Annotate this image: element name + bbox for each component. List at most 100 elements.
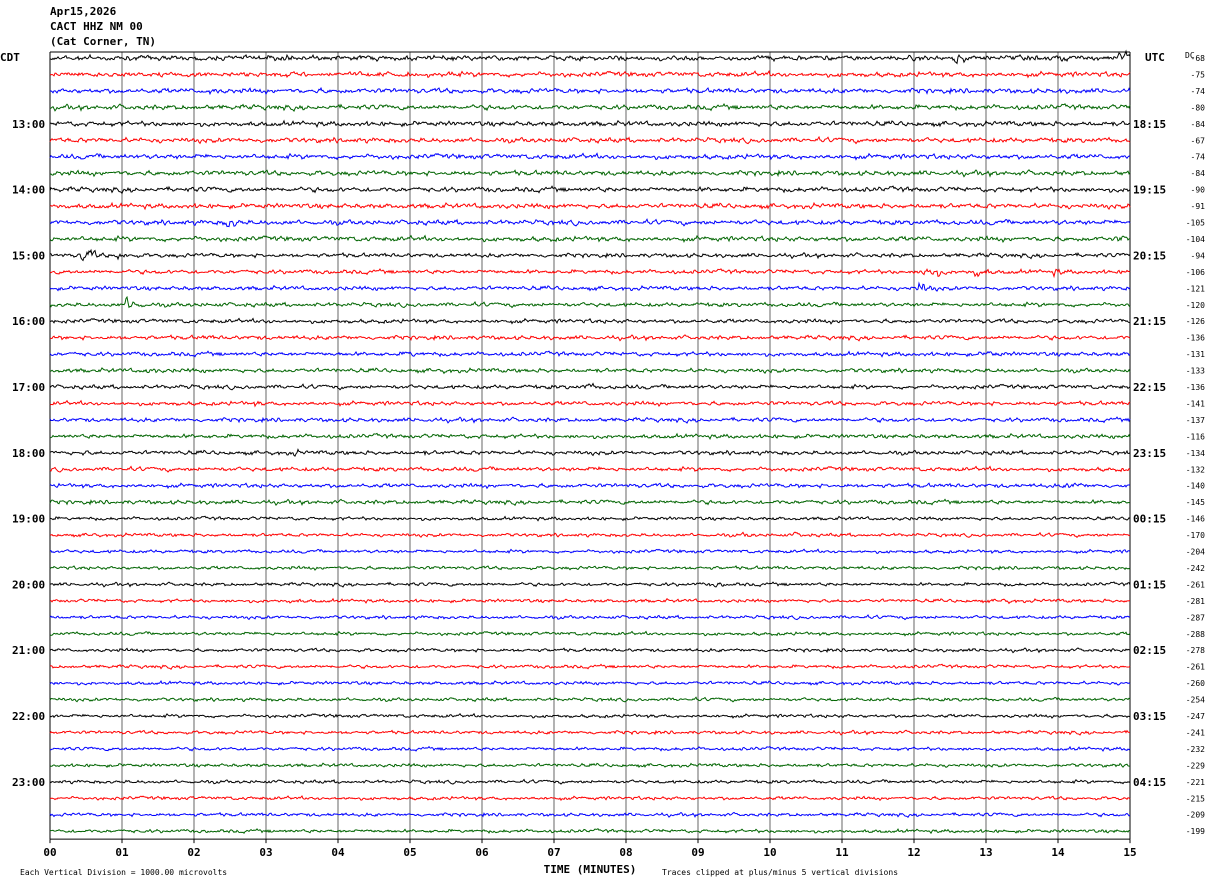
utc-time-label: 00:15 <box>1133 513 1166 526</box>
dc-offset-label: -209 <box>1186 811 1205 820</box>
x-tick-label: 12 <box>907 846 920 859</box>
cdt-time-label: 13:00 <box>12 118 45 131</box>
utc-time-label: 01:15 <box>1133 578 1166 591</box>
cdt-time-label: 18:00 <box>12 447 45 460</box>
trace-row-3 <box>49 103 1131 112</box>
dc-offset-label: -136 <box>1186 383 1205 392</box>
x-tick-label: 14 <box>1051 846 1065 859</box>
trace-row-15 <box>49 295 1131 309</box>
dc-offset-label: -126 <box>1186 317 1205 326</box>
trace-row-31 <box>49 565 1131 571</box>
trace-row-26 <box>49 482 1131 490</box>
dc-offset-label: -84 <box>1191 120 1206 129</box>
dc-offset-label: -68 <box>1191 54 1206 63</box>
utc-time-label: 22:15 <box>1133 381 1166 394</box>
dc-offset-label: -131 <box>1186 350 1205 359</box>
dc-offset-label: -229 <box>1186 761 1205 770</box>
trace-row-40 <box>49 712 1131 719</box>
x-tick-label: 03 <box>259 846 272 859</box>
utc-time-label: 18:15 <box>1133 118 1166 131</box>
trace-row-35 <box>49 630 1131 637</box>
trace-row-37 <box>49 663 1131 670</box>
trace-row-12 <box>49 248 1131 262</box>
trace-row-30 <box>49 548 1131 555</box>
trace-row-18 <box>49 350 1131 358</box>
trace-row-16 <box>49 317 1131 325</box>
trace-row-9 <box>49 201 1131 211</box>
cdt-time-label: 22:00 <box>12 710 45 723</box>
dc-offset-label: -221 <box>1186 778 1205 787</box>
x-axis-title: TIME (MINUTES) <box>544 863 637 876</box>
trace-row-22 <box>49 416 1131 424</box>
dc-offset-label: -74 <box>1191 87 1206 96</box>
trace-row-29 <box>49 531 1131 539</box>
cdt-time-label: 23:00 <box>12 776 45 789</box>
dc-offset-label: -232 <box>1186 745 1205 754</box>
trace-row-44 <box>49 778 1131 785</box>
dc-offset-label: -134 <box>1186 449 1205 458</box>
trace-row-24 <box>49 448 1131 457</box>
dc-offset-label: -104 <box>1186 235 1205 244</box>
utc-time-label: 03:15 <box>1133 710 1166 723</box>
utc-time-label: 21:15 <box>1133 315 1166 328</box>
dc-offset-label: -67 <box>1191 136 1206 145</box>
x-tick-label: 00 <box>43 846 56 859</box>
utc-time-label: 23:15 <box>1133 447 1166 460</box>
cdt-time-label: 21:00 <box>12 644 45 657</box>
dc-offset-label: -120 <box>1186 301 1205 310</box>
utc-axis-label: UTC <box>1145 51 1165 64</box>
trace-row-45 <box>49 795 1131 802</box>
trace-row-2 <box>49 86 1131 96</box>
dc-offset-label: -281 <box>1186 597 1205 606</box>
cdt-axis-label: CDT <box>0 51 20 64</box>
utc-time-label: 04:15 <box>1133 776 1166 789</box>
dc-offset-label: -105 <box>1186 219 1205 228</box>
trace-row-23 <box>49 432 1131 440</box>
trace-row-10 <box>49 218 1131 228</box>
footer-clip-note: Traces clipped at plus/minus 5 vertical … <box>662 868 898 877</box>
trace-row-20 <box>49 382 1131 391</box>
dc-offset-label: -140 <box>1186 482 1205 491</box>
x-tick-label: 01 <box>115 846 129 859</box>
trace-row-19 <box>49 367 1131 375</box>
dc-offset-label: -136 <box>1186 334 1205 343</box>
dc-offset-label: -247 <box>1186 712 1205 721</box>
cdt-time-label: 19:00 <box>12 513 45 526</box>
trace-row-6 <box>49 152 1131 161</box>
trace-row-0 <box>49 49 1131 65</box>
cdt-time-label: 15:00 <box>12 249 45 262</box>
trace-row-14 <box>49 281 1131 292</box>
header-station: CACT HHZ NM 00 <box>50 20 143 33</box>
x-tick-label: 05 <box>403 846 416 859</box>
dc-offset-label: -75 <box>1191 70 1206 79</box>
cdt-time-label: 17:00 <box>12 381 45 394</box>
trace-row-4 <box>49 119 1131 128</box>
dc-offset-label: -146 <box>1186 515 1205 524</box>
dc-offset-label: -199 <box>1186 827 1205 836</box>
dc-offset-label: -91 <box>1191 202 1206 211</box>
x-tick-label: 13 <box>979 846 992 859</box>
dc-offset-label: -116 <box>1186 432 1205 441</box>
x-tick-label: 10 <box>763 846 776 859</box>
utc-time-label: 19:15 <box>1133 184 1166 197</box>
header-date: Apr15,2026 <box>50 5 117 18</box>
dc-offset-label: -261 <box>1186 580 1205 589</box>
dc-offset-label: -74 <box>1191 153 1206 162</box>
utc-time-label: 20:15 <box>1133 249 1166 262</box>
header-location: (Cat Corner, TN) <box>50 35 156 48</box>
dc-offset-label: -254 <box>1186 696 1205 705</box>
dc-offset-label: -288 <box>1186 630 1205 639</box>
trace-row-7 <box>49 169 1131 178</box>
x-tick-label: 04 <box>331 846 345 859</box>
trace-row-17 <box>49 334 1131 342</box>
cdt-time-label: 14:00 <box>12 184 45 197</box>
dc-offset-label: -170 <box>1186 531 1205 540</box>
dc-offset-label: -242 <box>1186 564 1205 573</box>
trace-row-1 <box>49 70 1131 79</box>
trace-row-21 <box>49 399 1131 408</box>
dc-offset-label: -121 <box>1186 284 1205 293</box>
x-tick-label: 06 <box>475 846 489 859</box>
trace-row-11 <box>49 234 1131 244</box>
trace-row-5 <box>49 135 1131 145</box>
dc-offset-label: -278 <box>1186 646 1205 655</box>
